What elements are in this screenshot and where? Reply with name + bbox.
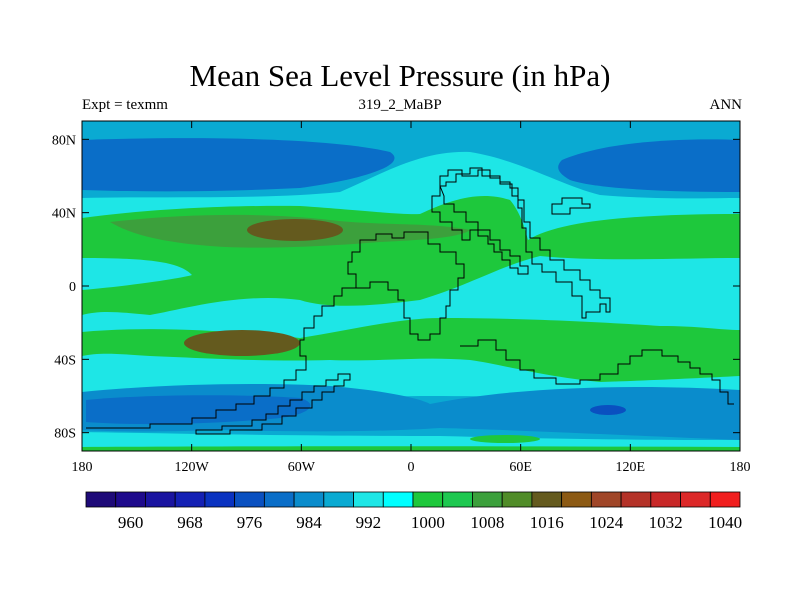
colorbar-swatch (442, 491, 473, 508)
colorbar-swatch (709, 491, 741, 508)
x-tick-label: 120W (175, 460, 210, 475)
coast-south-land (195, 373, 351, 435)
coast-eurasia (439, 167, 611, 319)
colorbar-swatch (412, 491, 444, 508)
colorbar-swatch (590, 491, 622, 508)
x-tick-label: 60E (509, 460, 532, 475)
colorbar-label: 1032 (649, 513, 683, 532)
colorbar-label: 984 (296, 513, 322, 532)
colorbar-swatch (353, 491, 384, 508)
experiment-label: Expt = texmm (82, 97, 168, 113)
coast-south-central (460, 339, 734, 405)
colorbar-swatch (382, 491, 414, 508)
y-tick-label: 80S (54, 427, 76, 442)
y-tick-label: 40S (54, 353, 76, 368)
colorbar-label: 1008 (470, 513, 504, 532)
x-tick-label: 180 (730, 460, 751, 475)
field-1004-south-patch (470, 435, 540, 443)
coast-europe (431, 185, 529, 275)
field-984-north-pacific (82, 138, 395, 192)
map-title: Mean Sea Level Pressure (in hPa) (189, 58, 611, 93)
run-id-label: 319_2_MaBP (358, 97, 442, 113)
colorbar-swatch (472, 491, 503, 508)
colorbar-label: 1040 (708, 513, 742, 532)
x-tick-label: 60W (288, 460, 316, 475)
coast-americas (86, 287, 356, 429)
field-1000-antarctic (82, 432, 740, 451)
colorbar-swatch (145, 491, 176, 508)
colorbar-swatch (323, 491, 354, 508)
colorbar-swatch (234, 491, 265, 508)
colorbar-swatch (115, 491, 146, 508)
colorbar: 960 968 976 984 992 1000 1008 1016 1024 1032 1040 (85, 491, 742, 532)
colorbar-label: 968 (177, 513, 203, 532)
colorbar-swatch (501, 491, 533, 508)
x-axis: 180 120W 60W 0 60E 120E 180 (72, 121, 751, 475)
y-tick-label: 0 (69, 280, 76, 295)
field-1012-south (184, 330, 300, 356)
season-label: ANN (709, 97, 743, 113)
x-tick-label: 0 (408, 460, 415, 475)
colorbar-swatch (680, 491, 711, 508)
colorbar-label: 1000 (411, 513, 445, 532)
coastlines (86, 167, 734, 435)
colorbar-label: 992 (356, 513, 382, 532)
colorbar-swatch (85, 491, 117, 508)
colorbar-label: 1016 (530, 513, 564, 532)
coast-small-island (551, 197, 591, 215)
field-976-low (590, 405, 626, 415)
colorbar-swatch (263, 491, 295, 508)
field-984-north-atlantic (558, 139, 740, 192)
colorbar-swatch (650, 491, 681, 508)
colorbar-swatch (293, 491, 325, 508)
colorbar-label: 960 (118, 513, 144, 532)
colorbar-label: 1024 (589, 513, 624, 532)
colorbar-swatch (531, 491, 563, 508)
y-axis: 80N 40N 0 40S 80S (52, 133, 740, 442)
x-tick-label: 120E (616, 460, 646, 475)
colorbar-label: 976 (237, 513, 263, 532)
colorbar-swatch (561, 491, 592, 508)
y-tick-label: 80N (52, 133, 76, 148)
field-1016-north (247, 219, 343, 241)
x-tick-label: 180 (72, 460, 93, 475)
y-tick-label: 40N (52, 207, 76, 222)
coast-africa (347, 231, 465, 341)
colorbar-swatch (174, 491, 206, 508)
pressure-field (82, 121, 740, 451)
colorbar-swatch (204, 491, 236, 508)
colorbar-swatch (620, 491, 652, 508)
